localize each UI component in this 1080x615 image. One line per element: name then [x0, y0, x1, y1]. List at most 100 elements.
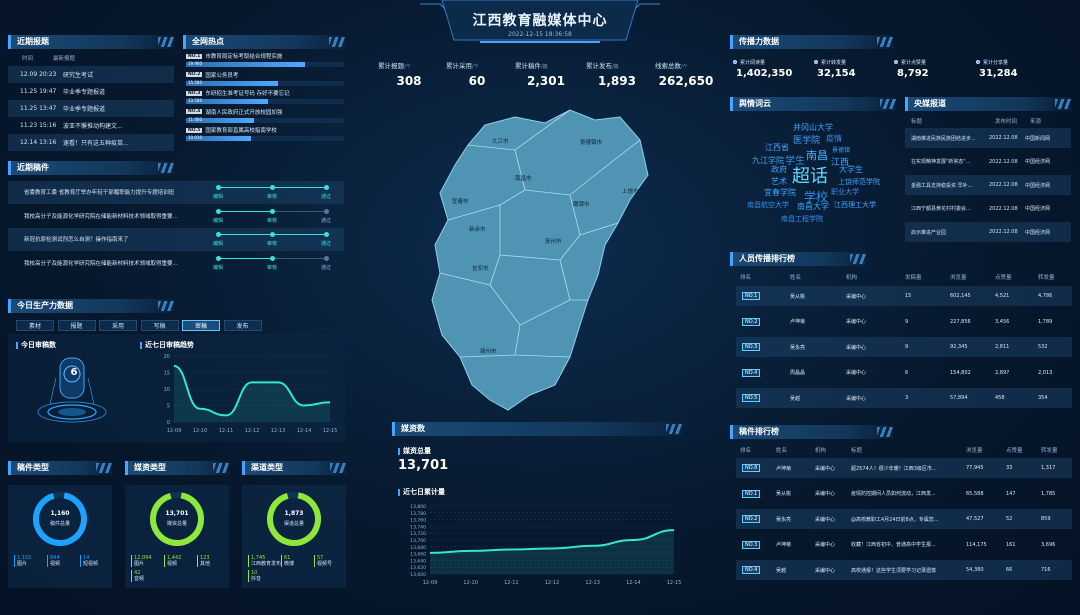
cloud-word[interactable]: 江西理工大学	[834, 201, 876, 209]
people-row[interactable]: NO.3 吴永亮 采编中心 9 92,345 2,811 532	[736, 337, 1072, 357]
hot-text: 国家公务员考	[205, 72, 239, 79]
stage-dot	[270, 185, 275, 190]
cloud-word[interactable]: 井冈山大学	[793, 123, 833, 132]
media-x-tick: 12-15	[667, 580, 682, 586]
cloud-word[interactable]: 超话	[792, 166, 828, 187]
draft-row[interactable]: 新冠抗原检测试剂怎么自测？操作指南来了 编辑 审核 通过	[8, 228, 344, 251]
cloud-word[interactable]: 宜春学院	[764, 188, 796, 197]
card-2: 1,873 渠道总量 1,745 江西教育发布 61 微博 57 视频号 10 抖音	[242, 485, 346, 588]
tab-1[interactable]: 报题	[57, 320, 96, 331]
cloud-word[interactable]: 疫情	[826, 134, 842, 143]
cloud-word[interactable]: 江西省	[765, 143, 789, 152]
city-label[interactable]: 景德镇市	[580, 140, 603, 146]
cloud-word[interactable]: 学校	[804, 190, 829, 204]
city-label[interactable]: 萍乡市	[415, 237, 432, 243]
cloud-word[interactable]: 南昌工程学院	[781, 215, 823, 223]
city-label[interactable]: 抚州市	[545, 239, 562, 245]
media-y-tick: 13,800	[410, 504, 426, 510]
draft-row[interactable]: 省委教育工委 省教育厅举办年轻干部履职能力提升专题培训班 编辑 审核 通过	[8, 181, 344, 204]
legend-value: 42	[134, 570, 141, 576]
cloud-word[interactable]: 艺术	[771, 177, 787, 186]
hot-bar-fill	[186, 117, 254, 123]
city-label[interactable]: 赣州市	[480, 349, 497, 355]
rank-badge: NO.3	[742, 540, 761, 549]
report-row[interactable]: 11.25 19:47 毕业季专题报道	[8, 83, 174, 100]
draftrank-cell: 77,945	[966, 465, 984, 471]
draftrank-row[interactable]: NO.1 吴从桃 采编中心 疫情防控期间人员如何流动，江西发... 65,588 147 1…	[736, 484, 1072, 504]
cloud-word[interactable]: 上饶师范学院	[838, 178, 880, 186]
central-row[interactable]: 在实现精神发展"新常态"... 2022.12.08 中国经济网	[905, 152, 1071, 172]
central-row[interactable]: 江西宁都县黄花村村委会... 2022.12.08 中国经济网	[905, 199, 1071, 219]
stat-value: 1,893	[598, 74, 636, 88]
central-source: 中国经济网	[1025, 159, 1051, 165]
report-row[interactable]: 11.25 13:47 毕业季专题报道	[8, 100, 174, 117]
today-review-label: 今日审稿数	[16, 340, 56, 350]
hot-item[interactable]: NO.4 湖南人民政府正式开放校园加强 11.060	[186, 108, 344, 126]
city-label[interactable]: 宜春市	[452, 199, 469, 205]
draft-row[interactable]: 我校高分子及能源化学研究院在储能新材料技术领域取得重要... 编辑 审核 通过	[8, 205, 344, 228]
cloud-word[interactable]: 学生	[785, 156, 805, 167]
cloud-word[interactable]: 九江学院	[752, 156, 784, 165]
tab-0[interactable]: 素材	[16, 320, 54, 331]
central-row[interactable]: 湖南推进民族民族团结进步... 2022.12.08 中国新闻网	[905, 128, 1071, 148]
cloud-word[interactable]: 景德镇	[832, 147, 851, 154]
media-y-tick: 13,780	[410, 511, 426, 517]
draftrank-row[interactable]: NO.3 卢坤菊 采编中心 收藏！江西省初中、普通高中学生报... 114,175 161…	[736, 535, 1072, 555]
central-row[interactable]: 金融工具支持稳投资 早补... 2022.12.08 中国经济网	[905, 175, 1071, 195]
city-label[interactable]: 上饶市	[622, 189, 639, 195]
draftrank-row[interactable]: NO.4 吴越 采编中心 高校通报！这些学生须要学习记录遗尊 54,380 66 716	[736, 560, 1072, 580]
people-cell: 采编中心	[846, 319, 867, 325]
draftrank-col-header: 排名	[740, 448, 752, 454]
tab-2[interactable]: 采用	[99, 320, 137, 331]
hot-item[interactable]: NO.5 国家教育部直属高校指南学校 10.910	[186, 126, 344, 144]
people-row[interactable]: NO.4 周晶晶 采编中心 6 154,802 2,897 2,013	[736, 363, 1072, 383]
stage-label: 编辑	[213, 241, 224, 247]
city-label[interactable]: 新余市	[469, 227, 486, 233]
people-cell: 采编中心	[846, 344, 867, 351]
report-row[interactable]: 12.09 20:23 研究生考试	[8, 66, 174, 83]
hot-value: 11.060	[188, 116, 202, 122]
media-x-tick: 12-10	[463, 580, 478, 586]
cloud-word[interactable]: 政府	[771, 165, 787, 174]
cloud-word[interactable]: 江西	[831, 158, 850, 168]
legend-item: 1,745 江西教育发布	[248, 555, 281, 567]
draftrank-row[interactable]: NO.2 吴永亮 采编中心 @高校教职工4月24日前8点，专属您... 47,527 52…	[736, 509, 1072, 529]
cloud-word[interactable]: 南昌航空大学	[747, 201, 789, 209]
ring-value: 1,873	[284, 510, 304, 517]
cloud-word[interactable]: 南昌大学	[797, 202, 829, 211]
city-label[interactable]: 吉安市	[472, 266, 489, 272]
draft-row[interactable]: 我校高分子及能源化学研究院在储能新材料技术领域取得重要... 编辑 审核 通过	[8, 252, 344, 275]
header-decoration	[158, 163, 174, 173]
central-row[interactable]: 启示推进产业园 2022.12.08 中国经济网	[905, 222, 1071, 242]
header-decoration	[877, 37, 893, 47]
cloud-word[interactable]: 南昌	[806, 149, 828, 162]
hot-item[interactable]: NO.1 市教育局定标考取结合规程实施 19.960	[186, 52, 344, 70]
city-label[interactable]: 鹰潭市	[573, 202, 590, 208]
people-row[interactable]: NO.5 吴越 采编中心 3 57,894 458 354	[736, 388, 1072, 408]
cloud-word[interactable]: 大学生	[839, 165, 863, 174]
city-label[interactable]: 九江市	[492, 139, 509, 145]
tab-3[interactable]: 写稿	[140, 320, 179, 331]
hot-item[interactable]: NO.3 东研招生准考证号码 存好不要忘记 13.560	[186, 89, 344, 107]
report-row[interactable]: 12.14 13:16 速看！只有这五种疫苗...	[8, 134, 174, 151]
people-row[interactable]: NO.1 吴从桃 采编中心 15 602,145 4,521 4,786	[736, 286, 1072, 306]
draftrank-row[interactable]: NO.8 卢坤菊 采编中心 超2574人！很少年暖！江西3级区市... 77,945 33…	[736, 458, 1072, 478]
legend-item: 1,102 图片	[14, 555, 31, 567]
hot-bar: 13.560	[186, 98, 344, 104]
hot-bar-fill	[186, 80, 278, 86]
recent-drafts-title: 近期稿件	[17, 163, 49, 172]
tab-4[interactable]: 审稿	[182, 320, 220, 331]
stage-dot	[216, 185, 221, 190]
tab-5[interactable]: 发布	[223, 320, 262, 331]
hot-item[interactable]: NO.2 国家公务员考 15.560	[186, 71, 344, 89]
city-label[interactable]: 南昌市	[515, 176, 532, 182]
cloud-word[interactable]: 医学院	[793, 136, 821, 146]
draftrank-cell: 采编中心	[815, 491, 836, 497]
draft-title: 我校高分子及能源化学研究院在储能新材料技术领域取得重要...	[24, 213, 178, 220]
hot-text: 国家教育部直属高校指南学校	[205, 128, 277, 134]
header-decoration	[877, 427, 893, 437]
report-row[interactable]: 11.23 15:16 波亚不懈推动构建文...	[8, 117, 174, 134]
cloud-word[interactable]: 职业大学	[831, 188, 859, 196]
people-row[interactable]: NO.2 卢坤菊 采编中心 9 227,856 3,456 1,789	[736, 312, 1072, 332]
media-y-tick: 13,760	[410, 518, 426, 524]
